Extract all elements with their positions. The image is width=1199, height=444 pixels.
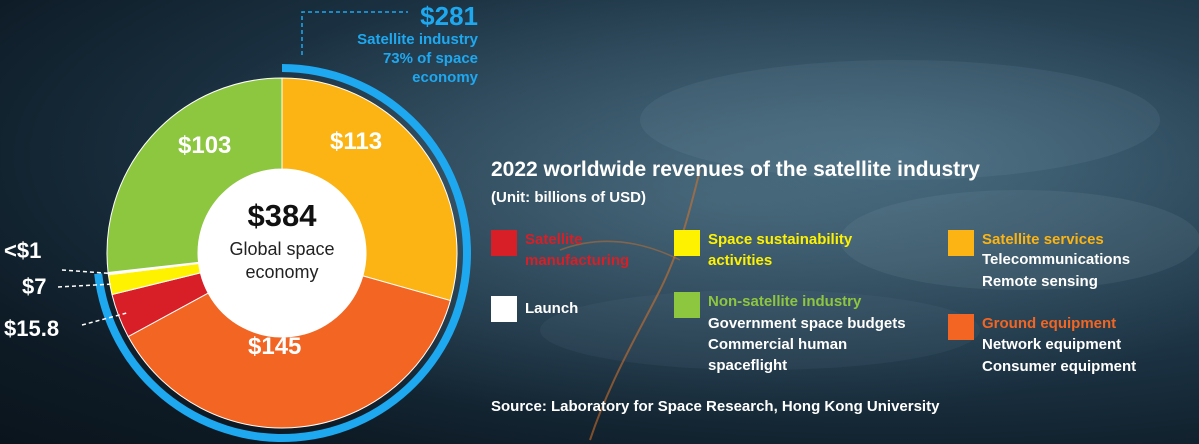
leader-lines	[57, 11, 408, 326]
legend-sub-1: Government space budgets	[708, 315, 906, 332]
legend-title-line1: Space sustainability	[708, 231, 853, 248]
outer-label-sustainability: $7	[22, 274, 47, 299]
swatch-ground-equipment	[948, 314, 974, 340]
center-total: $384	[247, 198, 317, 233]
swatch-satellite-manufacturing	[491, 230, 517, 256]
center-label-line2: economy	[245, 262, 319, 282]
chart-title: 2022 worldwide revenues of the satellite…	[491, 158, 980, 181]
center-disc	[198, 169, 366, 337]
legend-sub-1: Telecommunications	[982, 251, 1131, 268]
slices-group	[106, 77, 458, 429]
leader-launch	[61, 269, 111, 275]
leader-sustainability	[57, 283, 114, 288]
callout-amount: $281	[420, 1, 478, 31]
swatch-launch	[491, 296, 517, 322]
outer-label-manufacturing: $15.8	[4, 316, 60, 341]
slice-label-satellite-services: $113	[330, 128, 383, 155]
legend-title-line1: Satellite	[525, 231, 583, 248]
source-note: Source: Laboratory for Space Research, H…	[491, 398, 940, 415]
slice-label-ground-equipment: $145	[248, 333, 302, 360]
legend-sub-2: Commercial human	[708, 336, 848, 353]
legend-sub-3: spaceflight	[708, 357, 788, 374]
satellite-industry-callout: $281 Satellite industry 73% of space eco…	[300, 2, 478, 87]
outer-label-launch: <$1	[4, 238, 42, 263]
callout-leader	[301, 11, 408, 55]
legend-title: Non-satellite industry	[708, 293, 862, 310]
swatch-space-sustainability	[674, 230, 700, 256]
callout-line1: Satellite industry	[357, 31, 478, 48]
swatch-satellite-services	[948, 230, 974, 256]
legend-sub-2: Consumer equipment	[982, 358, 1137, 375]
unit-label: (Unit: billions of USD)	[491, 189, 646, 206]
swatch-non-satellite	[674, 292, 700, 318]
legend-title: Ground equipment	[982, 315, 1117, 332]
legend-sub-2: Remote sensing	[982, 273, 1098, 290]
legend-title: Launch	[525, 300, 579, 317]
coastline-lights	[589, 169, 701, 441]
legend-title-line2: manufacturing	[525, 252, 630, 269]
center-label-line1: Global space	[229, 239, 335, 259]
legend-title: Satellite services	[982, 231, 1104, 248]
leader-manufacturing	[81, 312, 127, 326]
callout-line3: economy	[412, 69, 478, 86]
legend-sub-1: Network equipment	[982, 336, 1122, 353]
legend-title-line2: activities	[708, 252, 773, 269]
slice-label-non-satellite: $103	[178, 132, 232, 159]
callout-line2: 73% of space	[382, 50, 478, 67]
